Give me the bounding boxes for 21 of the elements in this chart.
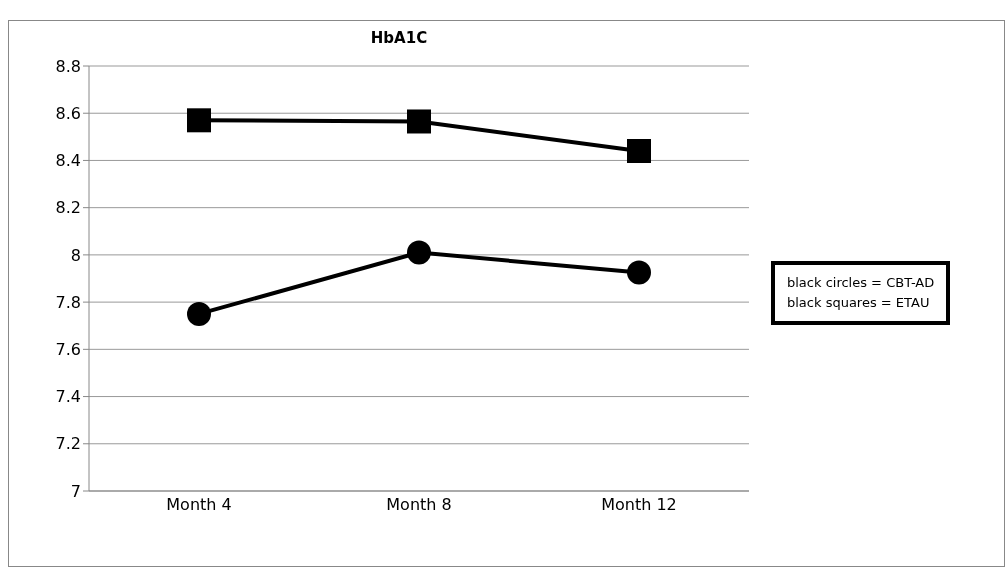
point <box>627 260 651 285</box>
y-tick-label: 8 <box>70 245 81 265</box>
y-tick-label: 7.6 <box>55 340 81 360</box>
chart-title: HbA1C <box>369 29 429 47</box>
point <box>187 108 211 133</box>
y-tick-label: 8.6 <box>55 103 81 123</box>
point <box>407 240 431 265</box>
note-box: black circles = CBT-AD black squares = ETAU <box>771 261 951 325</box>
y-tick-label: 8.4 <box>55 151 81 171</box>
point <box>627 139 651 163</box>
y-tick-label: 7.2 <box>55 434 81 454</box>
y-tick-label: 8.8 <box>55 56 81 76</box>
x-tick-label: Month 12 <box>601 495 677 515</box>
x-tick-label: Month 8 <box>386 495 452 515</box>
y-tick-label: 7 <box>70 481 81 501</box>
y-tick-label: 7.4 <box>55 387 81 407</box>
y-tick-label: 8.2 <box>55 198 81 218</box>
y-tick-label: 7.8 <box>55 292 81 312</box>
x-tick-label: Month 4 <box>166 495 232 515</box>
point <box>187 301 211 326</box>
point <box>407 109 431 134</box>
